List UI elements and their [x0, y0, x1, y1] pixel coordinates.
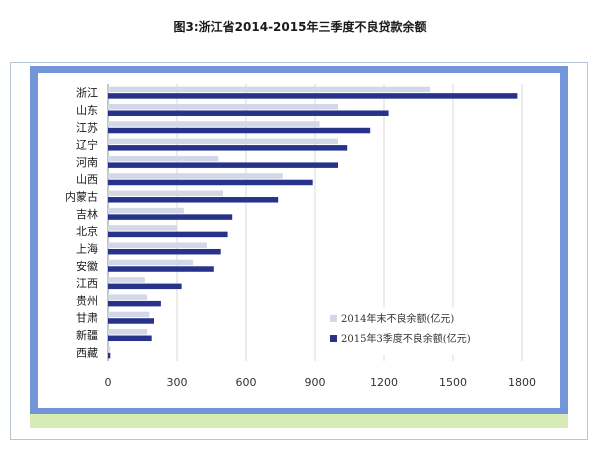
bar-2015q3 — [108, 162, 338, 168]
category-label: 河南 — [76, 156, 98, 169]
x-tick-label: 1500 — [439, 376, 467, 389]
category-label: 内蒙古 — [65, 190, 98, 204]
category-label: 安徽 — [76, 259, 98, 273]
bar-2014 — [108, 225, 177, 231]
x-tick-label: 900 — [305, 376, 326, 389]
bar-2014 — [108, 242, 207, 248]
bar-2015q3 — [108, 248, 221, 255]
x-tick-label: 0 — [105, 376, 112, 389]
bar-2014 — [108, 329, 148, 335]
bar-2015q3 — [108, 231, 228, 238]
bar-2015q3 — [108, 110, 389, 116]
bar-2014 — [108, 155, 219, 162]
category-label: 北京 — [76, 224, 98, 238]
bar-2014 — [108, 103, 338, 110]
bar-2014 — [108, 311, 150, 318]
category-label: 上海 — [76, 241, 98, 255]
bars — [108, 86, 518, 359]
category-label: 江西 — [76, 277, 98, 290]
category-label: 辽宁 — [76, 138, 98, 152]
bar-2015q3 — [108, 300, 161, 307]
bar-2015q3 — [108, 197, 279, 203]
bar-2015q3 — [108, 283, 182, 290]
bar-2015q3 — [108, 93, 518, 99]
bar-2015q3 — [108, 318, 154, 324]
bar-2015q3 — [108, 145, 348, 151]
bar-2014 — [108, 121, 320, 127]
category-label: 江苏 — [76, 121, 98, 134]
bar-2015q3 — [108, 214, 233, 220]
bar-2014 — [108, 259, 194, 266]
x-tick-label: 300 — [167, 376, 188, 389]
category-label: 吉林 — [76, 207, 98, 221]
bar-2015q3 — [108, 179, 313, 186]
bar-2015q3 — [108, 266, 214, 272]
bar-2015q3 — [108, 335, 152, 342]
x-tick-label: 600 — [236, 376, 257, 389]
legend: 2014年末不良余额(亿元) 2015年3季度不良余额(亿元) — [321, 307, 517, 355]
bar-2014 — [108, 173, 283, 179]
category-label: 山西 — [76, 173, 98, 186]
category-label: 西藏 — [76, 346, 98, 359]
legend-swatch — [330, 335, 337, 342]
legend-label: 2015年3季度不良余额(亿元) — [341, 332, 471, 345]
category-label: 贵州 — [76, 294, 98, 307]
bar-2015q3 — [108, 127, 371, 134]
category-label: 浙江 — [76, 87, 98, 100]
legend-swatch — [330, 315, 337, 322]
x-tick-label: 1200 — [370, 376, 398, 389]
chart-bottom-strip — [30, 414, 568, 428]
legend-label: 2014年末不良余额(亿元) — [341, 312, 454, 325]
legend-box — [321, 307, 517, 355]
bar-2014 — [108, 346, 111, 352]
bar-2014 — [108, 207, 184, 214]
bar-2015q3 — [108, 352, 111, 359]
x-tick-labels: 0 300 600 900 1200 1500 1800 — [105, 376, 537, 389]
category-label: 山东 — [76, 104, 98, 117]
bar-2014 — [108, 277, 145, 283]
bar-2014 — [108, 294, 148, 300]
category-label: 新疆 — [76, 328, 98, 342]
bar-2014 — [108, 190, 223, 197]
category-label: 甘肃 — [76, 312, 98, 325]
bar-2014 — [108, 138, 338, 145]
page-title: 图3:浙江省2014-2015年三季度不良贷款余额 — [173, 20, 427, 34]
x-tick-label: 1800 — [508, 376, 536, 389]
bar-2014 — [108, 86, 430, 93]
